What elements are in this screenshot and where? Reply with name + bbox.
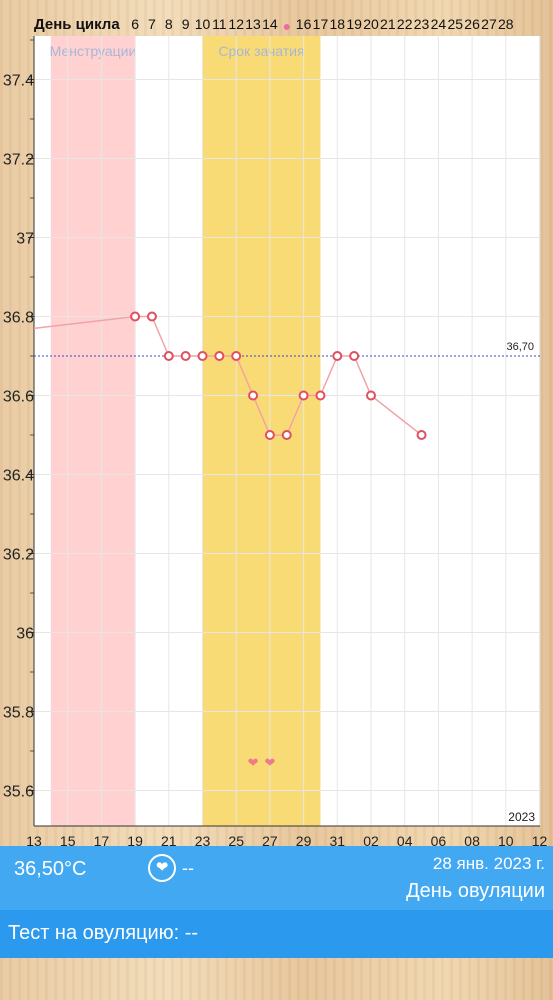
y-tick-label: 37 xyxy=(16,231,34,248)
y-tick-label: 35.8 xyxy=(3,705,34,722)
x-tick-label: 25 xyxy=(228,833,244,846)
x-tick-label: 06 xyxy=(431,833,447,846)
y-tick-label: 37.2 xyxy=(3,152,34,169)
heart-icon[interactable]: ❤ xyxy=(148,854,176,882)
cycle-day-label: 17 xyxy=(313,16,329,32)
heart-icon: ❤ xyxy=(264,756,275,771)
cycle-day-label: 28 xyxy=(498,16,514,32)
temperature-point xyxy=(231,351,242,361)
temperature-point xyxy=(332,351,343,361)
cycle-day-label: 16 xyxy=(296,16,312,32)
cycle-day-label: 14 xyxy=(262,16,278,32)
cycle-day-label: 10 xyxy=(195,16,211,32)
cycle-day-label: 22 xyxy=(397,16,413,32)
x-tick-label: 17 xyxy=(94,833,110,846)
cycle-day-title: День цикла xyxy=(34,16,120,33)
intercourse-value: -- xyxy=(182,858,194,878)
x-tick-label: 31 xyxy=(330,833,346,846)
x-tick-label: 29 xyxy=(296,833,312,846)
y-tick-label: 37.4 xyxy=(3,73,34,90)
cycle-day-label: 8 xyxy=(165,16,173,32)
y-tick-label: 36.6 xyxy=(3,389,34,406)
y-tick-label: 36 xyxy=(16,626,34,643)
x-tick-label: 21 xyxy=(161,833,177,846)
x-tick-label: 08 xyxy=(464,833,480,846)
temperature-point xyxy=(349,351,360,361)
cycle-day-label: 20 xyxy=(363,16,379,32)
temperature-point xyxy=(298,390,309,401)
cycle-day-label: 21 xyxy=(380,16,396,32)
temperature-point xyxy=(281,430,292,440)
y-tick-label: 36.8 xyxy=(3,310,34,327)
cycle-day-label: 26 xyxy=(464,16,480,32)
x-tick-label: 04 xyxy=(397,833,413,846)
heart-icon: ❤ xyxy=(248,756,259,771)
temperature-point xyxy=(130,311,141,322)
temperature-point xyxy=(416,430,427,440)
selected-temperature: 36,50°C xyxy=(14,858,87,880)
y-tick-label: 36.4 xyxy=(3,468,34,485)
year-label: 2023 xyxy=(508,810,535,824)
temperature-point xyxy=(248,390,259,401)
x-tick-label: 02 xyxy=(363,833,379,846)
x-tick-label: 12 xyxy=(532,833,548,846)
cycle-day-label: 23 xyxy=(414,16,430,32)
x-tick-label: 13 xyxy=(26,833,42,846)
cycle-day-label: 7 xyxy=(148,16,156,32)
temperature-point xyxy=(146,311,157,322)
band-label-1: Срок зачатия xyxy=(218,43,304,59)
ovulation-test-bar[interactable]: Тест на овуляцию: -- xyxy=(0,910,553,958)
today-dot xyxy=(283,24,290,30)
day-info-bar[interactable]: 36,50°C ❤ -- 28 янв. 2023 г. День овуляц… xyxy=(0,846,553,910)
temperature-point xyxy=(366,390,376,401)
band-1 xyxy=(202,36,321,826)
ovulation-test-label: Тест на овуляцию: -- xyxy=(8,922,199,944)
temperature-point xyxy=(264,430,275,440)
temperature-point xyxy=(214,351,225,361)
x-tick-label: 19 xyxy=(127,833,143,846)
band-0 xyxy=(50,36,136,826)
x-tick-label: 10 xyxy=(498,833,514,846)
x-tick-label: 27 xyxy=(262,833,278,846)
cycle-day-label: 24 xyxy=(431,16,447,32)
temperature-point xyxy=(163,351,174,361)
temperature-point xyxy=(197,351,208,361)
selected-date: 28 янв. 2023 г. xyxy=(432,854,545,873)
x-tick-label: 15 xyxy=(60,833,76,846)
reference-label: 36,70 xyxy=(506,341,534,353)
x-tick-label: 23 xyxy=(195,833,211,846)
cycle-day-label: 11 xyxy=(212,16,227,32)
cycle-day-label: 27 xyxy=(481,16,497,32)
bbt-chart[interactable]: Менструации Срок зачатия 35.6 35.8 36 36.2 36.… xyxy=(0,0,553,846)
cycle-day-label: 18 xyxy=(330,16,346,32)
cycle-phase: День овуляции xyxy=(406,880,545,902)
band-label-0: Менструации xyxy=(50,43,137,59)
y-tick-label: 35.6 xyxy=(3,784,34,801)
cycle-day-label: 6 xyxy=(131,16,139,32)
cycle-day-label: 9 xyxy=(182,16,190,32)
temperature-point xyxy=(315,390,326,401)
temperature-point xyxy=(180,351,191,361)
cycle-day-label: 13 xyxy=(245,16,261,32)
cycle-day-label: 25 xyxy=(447,16,463,32)
y-tick-label: 36.2 xyxy=(3,547,34,564)
cycle-day-label: 12 xyxy=(228,16,244,32)
cycle-day-label: 19 xyxy=(346,16,362,32)
